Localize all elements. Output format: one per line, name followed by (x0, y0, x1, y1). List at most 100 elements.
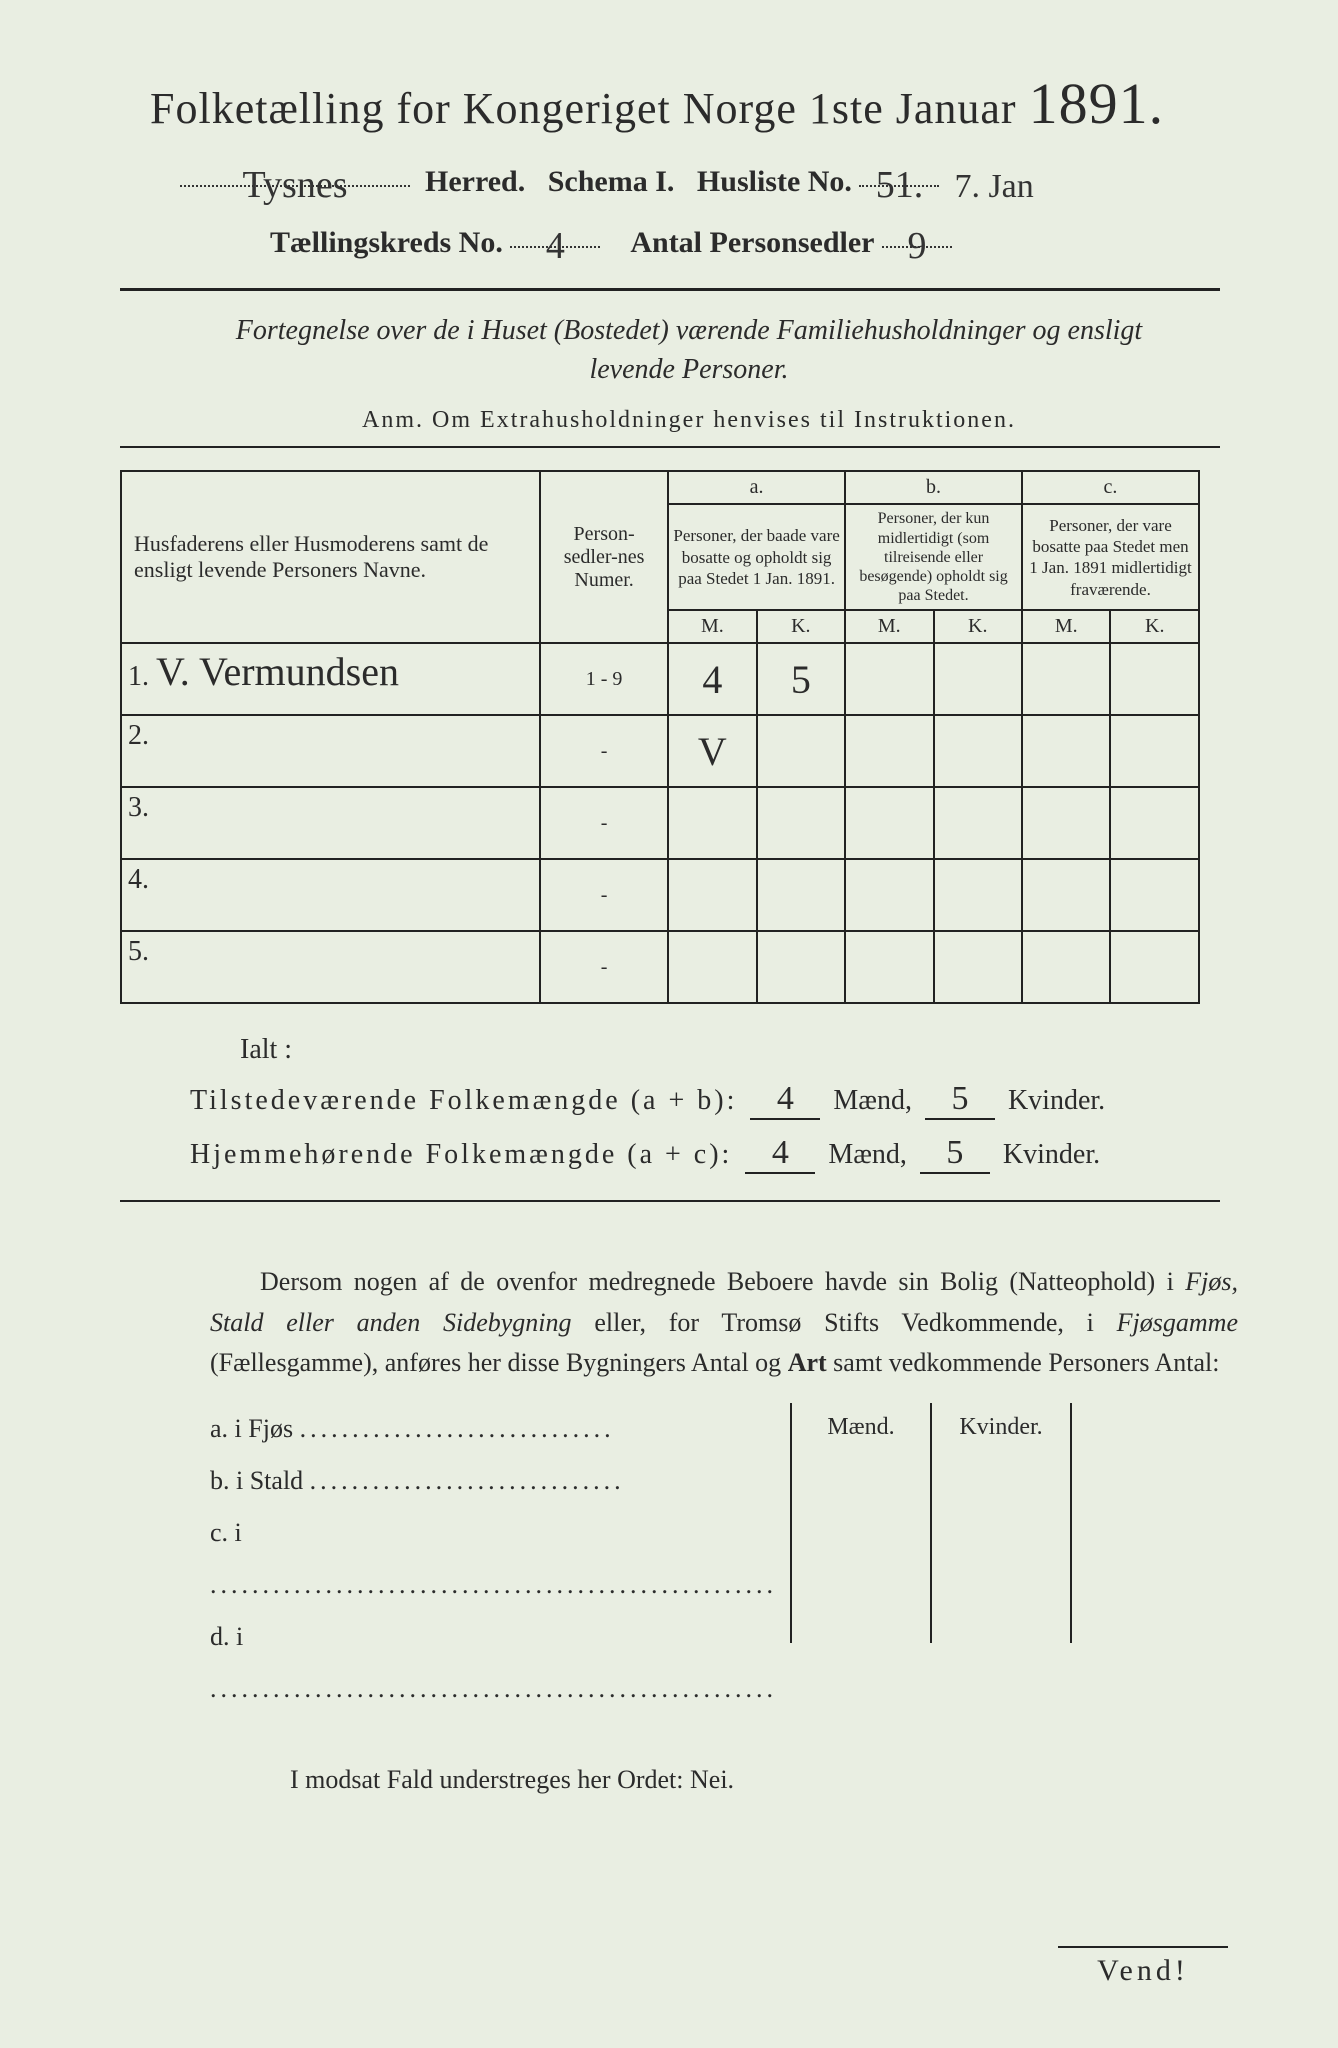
col-names: Husfaderens eller Husmoderens samt de en… (121, 471, 540, 643)
table-row: 5. - (121, 931, 1199, 1003)
schema-label: Schema I. (548, 165, 675, 198)
side-cell (931, 1547, 1071, 1595)
dots: ........................................… (210, 1674, 777, 1703)
margin-note: 7. Jan (954, 168, 1033, 205)
mk-a-k: K. (757, 610, 845, 643)
row-cK (1110, 859, 1199, 931)
row-bM (845, 787, 933, 859)
subtitle: Fortegnelse over de i Huset (Bostedet) v… (220, 311, 1158, 389)
dots: ........................................… (210, 1570, 777, 1599)
row-cM (1022, 643, 1110, 715)
row-cK (1110, 643, 1199, 715)
row-aM (668, 859, 756, 931)
row-bK (934, 931, 1022, 1003)
row-aK: 5 (791, 657, 811, 702)
ialt-label: Ialt : (120, 1034, 1258, 1066)
row-bK (934, 643, 1022, 715)
antal-value: 9 (907, 225, 926, 267)
vend-label: Vend! (1058, 1946, 1228, 1988)
main-table: Husfaderens eller Husmoderens samt de en… (120, 470, 1200, 1004)
totals-line-2: Hjemmehørende Folkemængde (a + c): 4 Mæn… (120, 1134, 1258, 1174)
para-it2: Fjøsgamme (1117, 1308, 1238, 1337)
row-n: 2. (121, 715, 540, 787)
row-num: - (540, 787, 668, 859)
title-year: 1891. (1029, 71, 1165, 136)
row-cM (1022, 931, 1110, 1003)
dots: .............................. (300, 1414, 615, 1443)
rule-1 (120, 288, 1220, 291)
side-kvinder: Kvinder. (931, 1403, 1071, 1451)
row-cM (1022, 715, 1110, 787)
row-bK (934, 787, 1022, 859)
para-2: eller, for Tromsø Stifts Vedkommende, i (572, 1308, 1117, 1337)
row-bK (934, 715, 1022, 787)
row-cK (1110, 931, 1199, 1003)
side-cell (791, 1451, 931, 1499)
side-a: a. i Fjøs (210, 1414, 293, 1443)
table-header-row-1: Husfaderens eller Husmoderens samt de en… (121, 471, 1199, 504)
row-num: - (540, 931, 668, 1003)
side-section: a. i Fjøs ..............................… (120, 1403, 1258, 1715)
row-n: 1. (128, 661, 149, 692)
row-aK (757, 715, 845, 787)
paragraph: Dersom nogen af de ovenfor medregnede Be… (120, 1262, 1258, 1383)
col-c-head: c. (1022, 471, 1199, 504)
side-cell (791, 1595, 931, 1643)
row-num: - (540, 715, 668, 787)
col-a-head: a. (668, 471, 845, 504)
para-4: samt vedkommende Personers Antal: (827, 1348, 1220, 1377)
side-table: Mænd. Kvinder. (790, 1403, 1072, 1643)
row-aK (757, 859, 845, 931)
anm-note: Anm. Om Extrahusholdninger henvises til … (120, 407, 1258, 434)
mk-c-m: M. (1022, 610, 1110, 643)
side-cell (931, 1499, 1071, 1547)
side-cell (791, 1499, 931, 1547)
husliste-label: Husliste No. (697, 165, 852, 198)
maend-label: Mænd, (828, 1139, 907, 1170)
totals-line-1: Tilstedeværende Folkemængde (a + b): 4 M… (120, 1080, 1258, 1120)
kreds-value: 4 (546, 225, 565, 267)
census-form-page: Folketælling for Kongeriget Norge 1ste J… (0, 0, 1338, 2048)
subtitle-1: Fortegnelse over de i Huset (Bostedet) v… (236, 315, 1142, 346)
table-row: 3. - (121, 787, 1199, 859)
col-numer: Person-sedler-nes Numer. (540, 471, 668, 643)
row-bK (934, 859, 1022, 931)
row-cM (1022, 787, 1110, 859)
rule-2 (120, 446, 1220, 448)
side-cell (931, 1595, 1071, 1643)
row-aK (757, 931, 845, 1003)
row-num: - (540, 859, 668, 931)
row-aK (757, 787, 845, 859)
rule-3 (120, 1200, 1220, 1202)
side-maend: Mænd. (791, 1403, 931, 1451)
row-aM: V (698, 729, 727, 774)
nei-line: I modsat Fald understreges her Ordet: Ne… (120, 1765, 1258, 1795)
col-b-head: b. (845, 471, 1022, 504)
para-1: Dersom nogen af de ovenfor medregnede Be… (260, 1267, 1185, 1296)
title-text: Folketælling for Kongeriget Norge 1ste J… (150, 84, 1017, 133)
row-n: 3. (121, 787, 540, 859)
para-bold: Art (788, 1348, 827, 1377)
side-b: b. i Stald (210, 1466, 303, 1495)
husliste-value: 51. (876, 164, 924, 206)
table-row: 1. V. Vermundsen 1 - 9 4 5 (121, 643, 1199, 715)
antal-label: Antal Personsedler (630, 226, 874, 259)
kvinder-label: Kvinder. (1003, 1139, 1100, 1170)
mk-b-k: K. (934, 610, 1022, 643)
kvinder-label: Kvinder. (1008, 1085, 1105, 1116)
row-bM (845, 931, 933, 1003)
row-aM (668, 787, 756, 859)
row-n: 5. (121, 931, 540, 1003)
side-left: a. i Fjøs ..............................… (210, 1403, 770, 1715)
table-row: 2. - V (121, 715, 1199, 787)
row-num: 1 - 9 (540, 643, 668, 715)
row-bM (845, 643, 933, 715)
para-3: (Fællesgamme), anføres her disse Bygning… (210, 1348, 788, 1377)
header-line-2: Tysnes Herred. Schema I. Husliste No. 51… (120, 157, 1258, 200)
table-row: 4. - (121, 859, 1199, 931)
totals-2-label: Hjemmehørende Folkemængde (a + c): (190, 1139, 732, 1170)
row-bM (845, 715, 933, 787)
row-bM (845, 859, 933, 931)
maend-label: Mænd, (833, 1085, 912, 1116)
header-line-3: Tællingskreds No. 4 Antal Personsedler 9 (120, 218, 1258, 260)
